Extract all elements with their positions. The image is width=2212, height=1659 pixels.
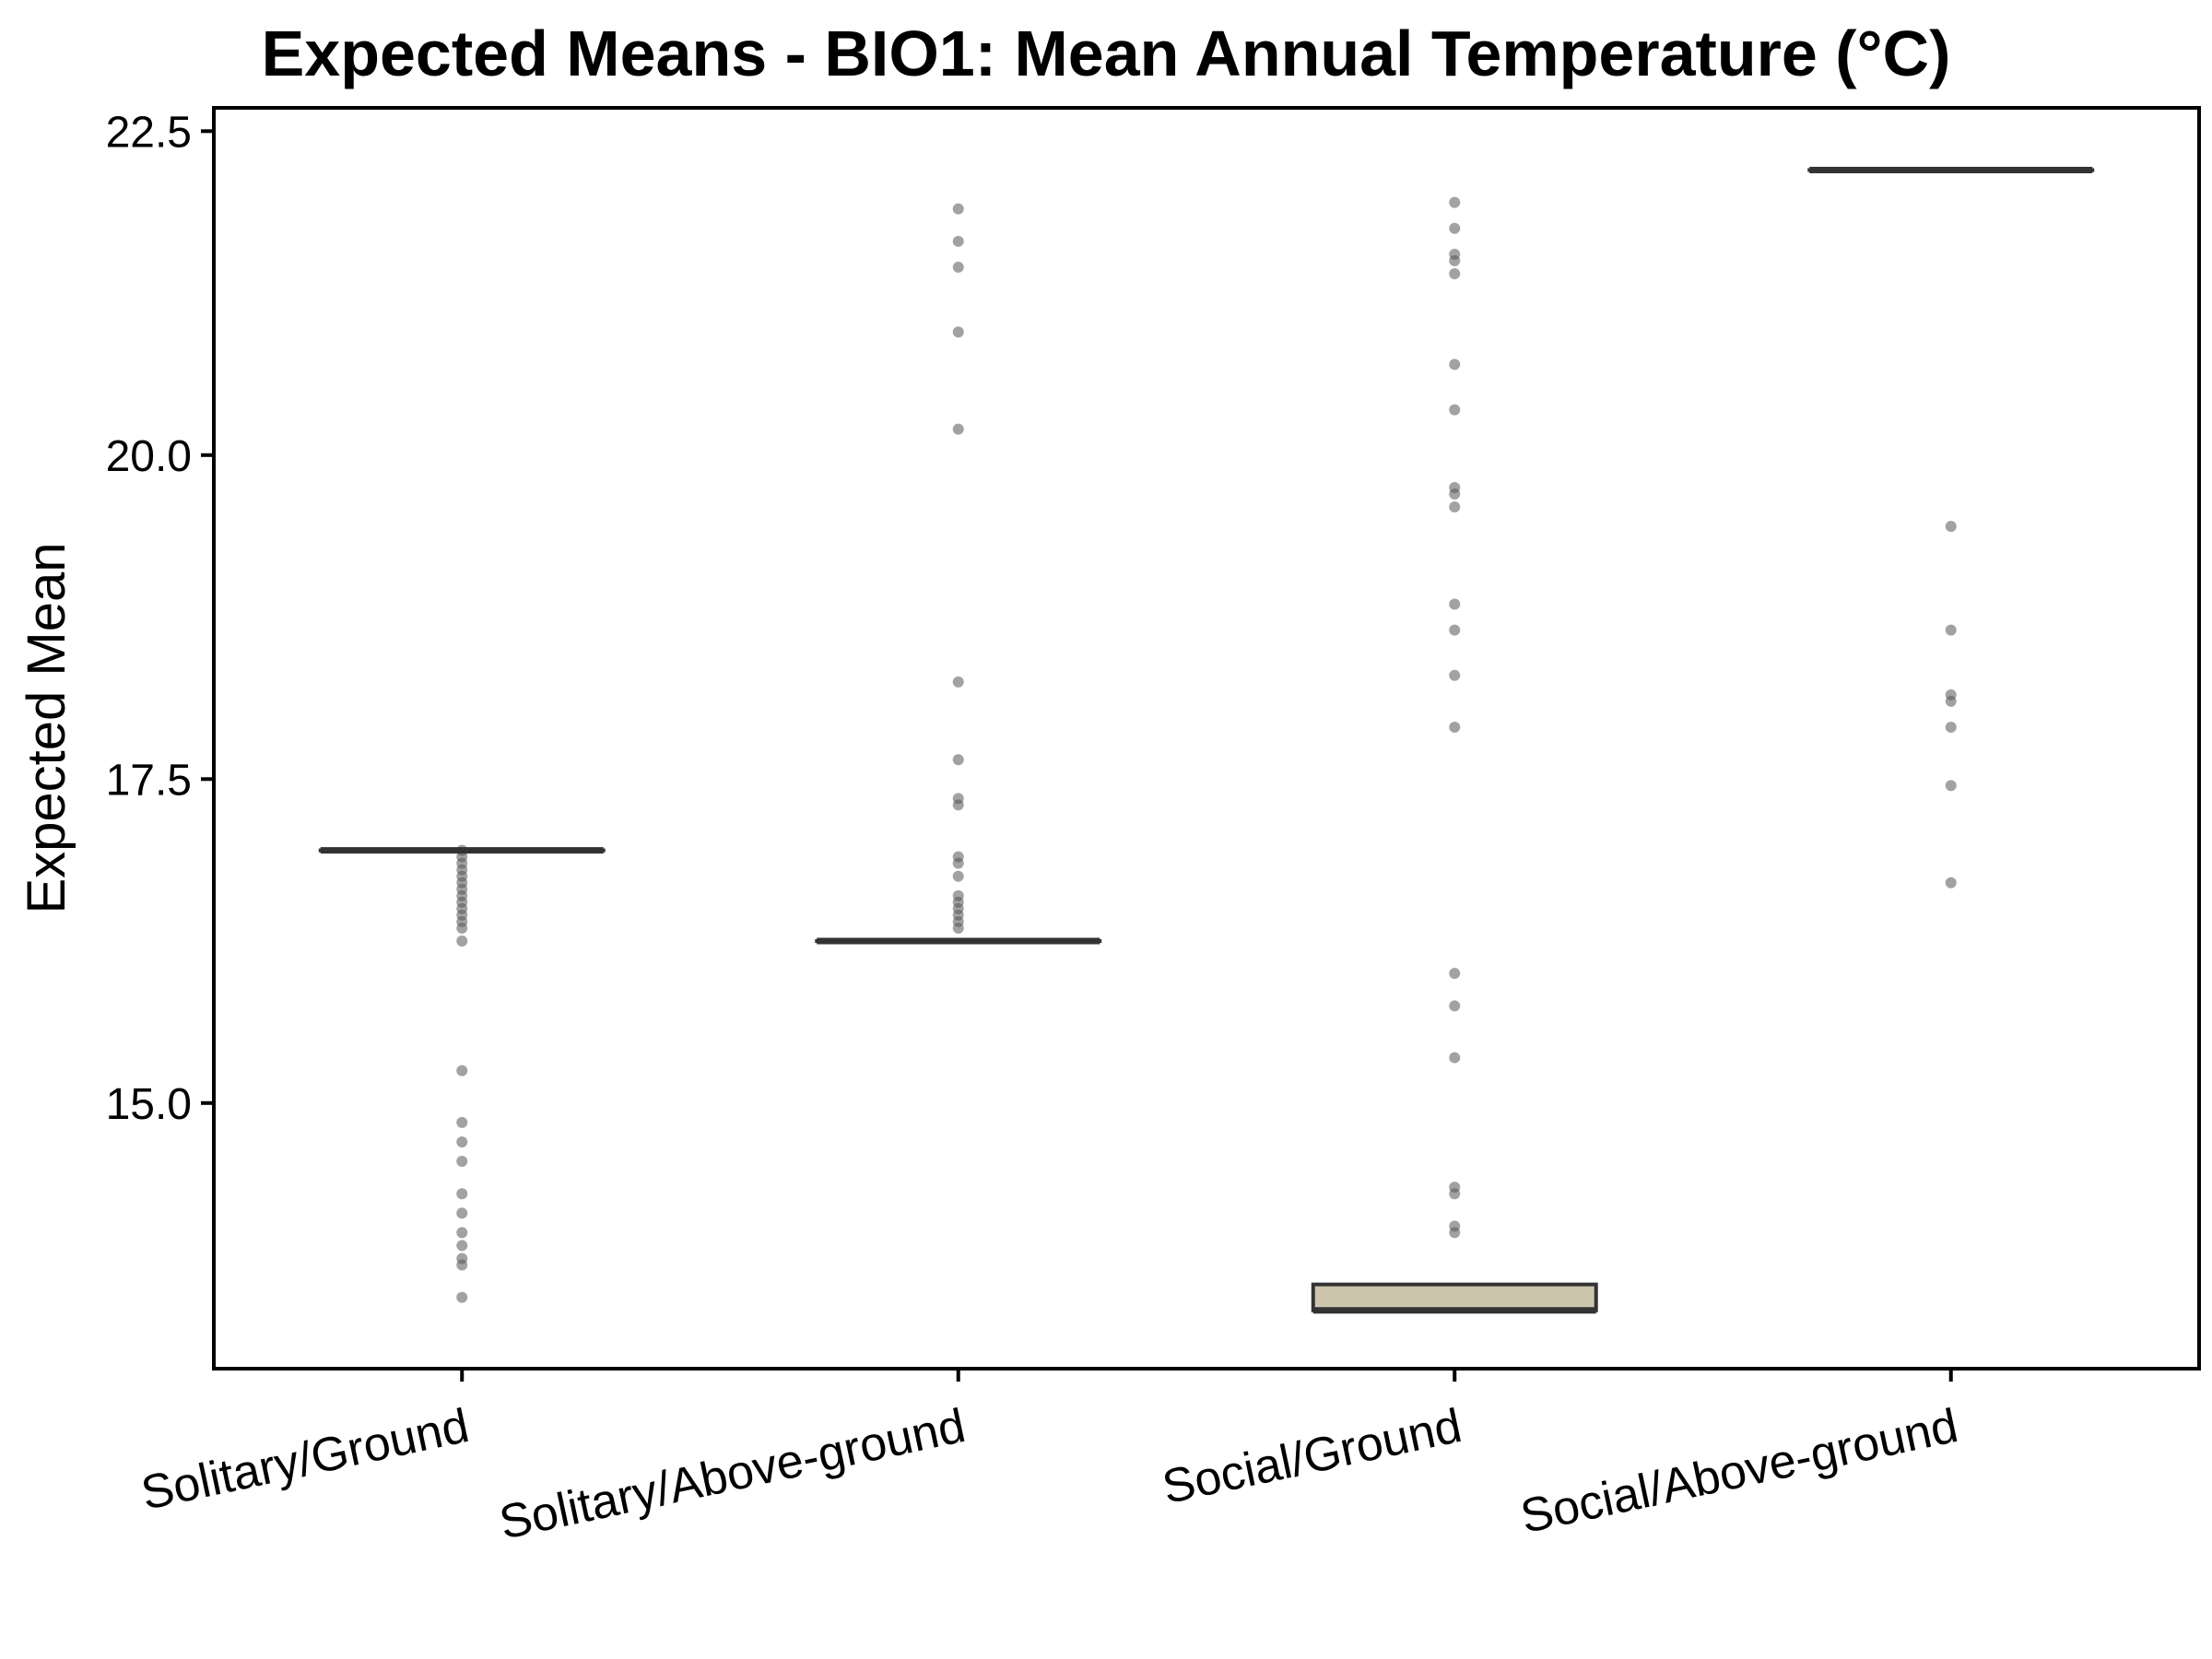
data-point	[952, 235, 964, 247]
data-point	[1449, 1052, 1461, 1064]
y-tick-label: 22.5	[106, 108, 192, 157]
data-point	[1449, 488, 1461, 500]
plot-panel	[212, 106, 2201, 1371]
data-point	[1945, 780, 1957, 792]
data-point	[456, 1156, 468, 1168]
data-point	[1449, 598, 1461, 610]
data-point	[952, 799, 964, 811]
data-point	[1449, 968, 1461, 980]
data-point	[1945, 877, 1957, 888]
data-point	[952, 857, 964, 869]
box	[1311, 1282, 1598, 1312]
data-point	[1449, 254, 1461, 266]
data-point	[456, 1259, 468, 1271]
data-point	[1449, 669, 1461, 681]
data-point	[952, 203, 964, 215]
data-point	[952, 922, 964, 934]
data-point	[1449, 222, 1461, 234]
data-point	[1449, 404, 1461, 416]
data-point	[1449, 722, 1461, 734]
y-tick-label: 20.0	[106, 432, 192, 481]
data-point	[952, 676, 964, 688]
data-point	[1449, 359, 1461, 371]
data-point	[1449, 501, 1461, 513]
data-point	[1449, 196, 1461, 208]
data-point	[952, 754, 964, 766]
x-tick-label: Social/Above-ground	[1516, 1399, 1962, 1544]
x-tick-label: Solitary/Ground	[136, 1399, 473, 1521]
data-point	[456, 1065, 468, 1077]
data-point	[456, 1116, 468, 1128]
y-tick-label: 15.0	[106, 1080, 192, 1129]
boxes-layer	[318, 166, 2095, 1314]
data-point	[456, 1291, 468, 1303]
data-point	[952, 261, 964, 273]
x-axis: Solitary/Ground Solitary/Above-ground Soci…	[136, 1369, 1962, 1550]
x-tick-label: Social/Ground	[1158, 1399, 1465, 1514]
data-point	[1449, 1227, 1461, 1239]
data-point	[456, 1135, 468, 1147]
x-tick-label: Solitary/Above-ground	[495, 1399, 970, 1550]
data-point	[1449, 267, 1461, 279]
data-point	[456, 1188, 468, 1200]
data-point	[1945, 521, 1957, 533]
data-point	[456, 1240, 468, 1252]
data-point	[1945, 624, 1957, 636]
panel-border	[212, 106, 2201, 1371]
y-axis: 15.0 17.5 20.0 22.5	[106, 108, 214, 1129]
data-point	[456, 1207, 468, 1219]
points-layer	[456, 196, 1957, 1303]
chart-title: Expected Means - BIO1: Mean Annual Tempe…	[0, 9, 2212, 92]
chart-title-text: Expected Means - BIO1: Mean Annual Tempe…	[262, 18, 1951, 89]
data-point	[1449, 1000, 1461, 1012]
data-point	[456, 1227, 468, 1239]
data-point	[456, 935, 468, 947]
y-tick-label: 17.5	[106, 756, 192, 805]
data-point	[1945, 722, 1957, 734]
data-point	[456, 922, 468, 934]
data-point	[1945, 695, 1957, 707]
y-axis-title: Expected Mean	[17, 542, 76, 913]
data-point	[952, 423, 964, 435]
data-point	[952, 870, 964, 882]
data-point	[1449, 1188, 1461, 1200]
data-point	[1449, 624, 1461, 636]
data-point	[952, 326, 964, 338]
